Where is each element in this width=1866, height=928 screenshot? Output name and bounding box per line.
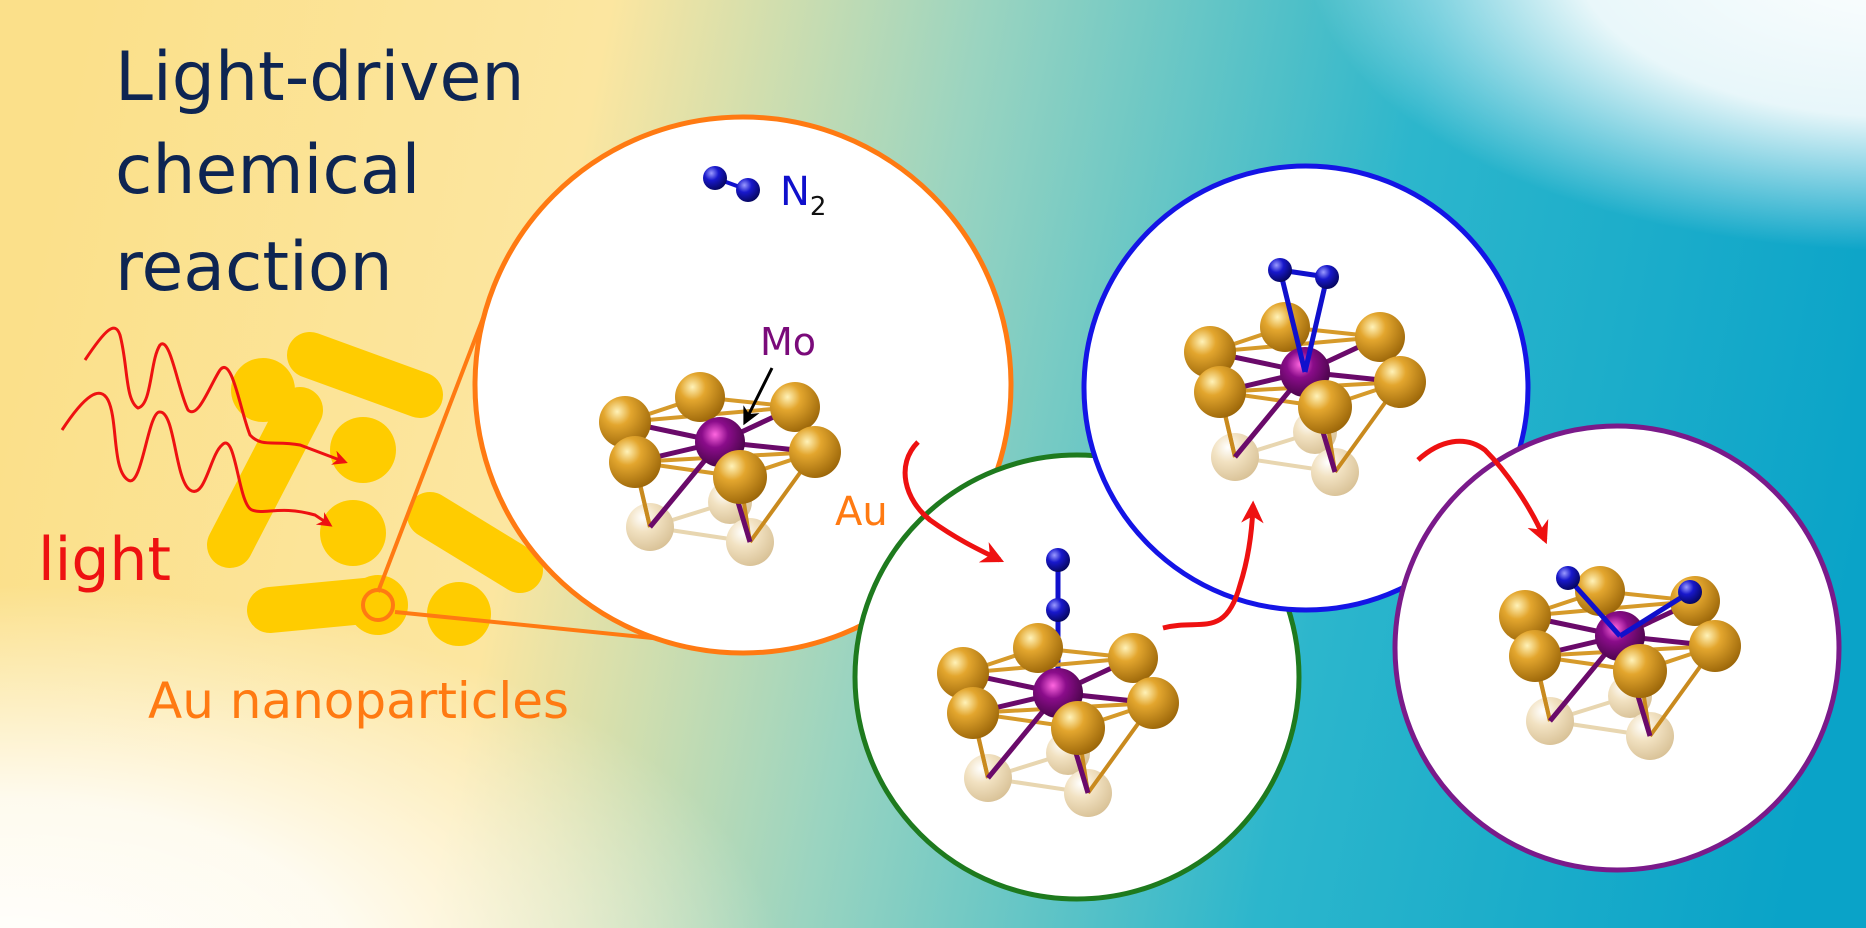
panel-circle-orange — [472, 114, 1014, 656]
n-atom — [1268, 258, 1292, 282]
n-mo-bond — [1566, 576, 1622, 638]
nanorod — [207, 387, 323, 568]
n-atom — [736, 178, 760, 202]
reaction-arrows — [902, 438, 1549, 631]
n2-label: N2 — [780, 169, 826, 222]
nanorod — [287, 332, 443, 418]
title-line-1: Light-driven — [115, 38, 524, 117]
n-atom — [1315, 265, 1339, 289]
mo-pointer-arrow — [743, 367, 774, 426]
panel-side-on — [1081, 163, 1531, 613]
light-label: light — [38, 525, 171, 595]
light-wave — [60, 391, 333, 527]
panel-initial: N2 Mo Au — [472, 114, 1014, 656]
title: Light-driven chemical reaction — [115, 38, 524, 307]
nanosphere — [427, 582, 491, 646]
n-atom — [1046, 598, 1070, 622]
nanosphere — [231, 358, 295, 422]
n-atom — [1556, 566, 1580, 590]
n-mo-bond — [1618, 589, 1692, 639]
n2-label-subscript: 2 — [810, 192, 827, 222]
light-wave — [83, 326, 348, 465]
zoom-spot — [361, 588, 395, 622]
mo-label: Mo — [760, 320, 816, 364]
step-arrow-3 — [1416, 438, 1549, 545]
nanoparticles-label: Au nanoparticles — [148, 672, 569, 730]
zoom-indicator — [361, 299, 673, 642]
au-nanoparticles — [207, 332, 543, 646]
nanosphere — [348, 575, 408, 635]
light-waves — [60, 326, 348, 527]
step-arrow-1 — [902, 440, 1005, 563]
n2-label-base: N — [780, 169, 810, 215]
step-arrow-2 — [1162, 500, 1264, 631]
title-line-2: chemical — [115, 131, 420, 210]
n-mo-bonds — [1566, 576, 1692, 639]
nanosphere — [320, 500, 386, 566]
nanorod — [407, 492, 543, 593]
au-label: Au — [835, 489, 888, 535]
n-atom — [1678, 580, 1702, 604]
n-mo-bond — [1302, 276, 1330, 373]
zoom-line — [394, 610, 673, 642]
nanosphere — [330, 417, 396, 483]
zoom-line — [376, 299, 492, 593]
n-atom — [1046, 548, 1070, 572]
n-atom — [703, 166, 727, 190]
n-mo-bond — [1277, 269, 1308, 373]
title-line-3: reaction — [115, 228, 393, 307]
panel-dissociated — [1392, 423, 1842, 873]
